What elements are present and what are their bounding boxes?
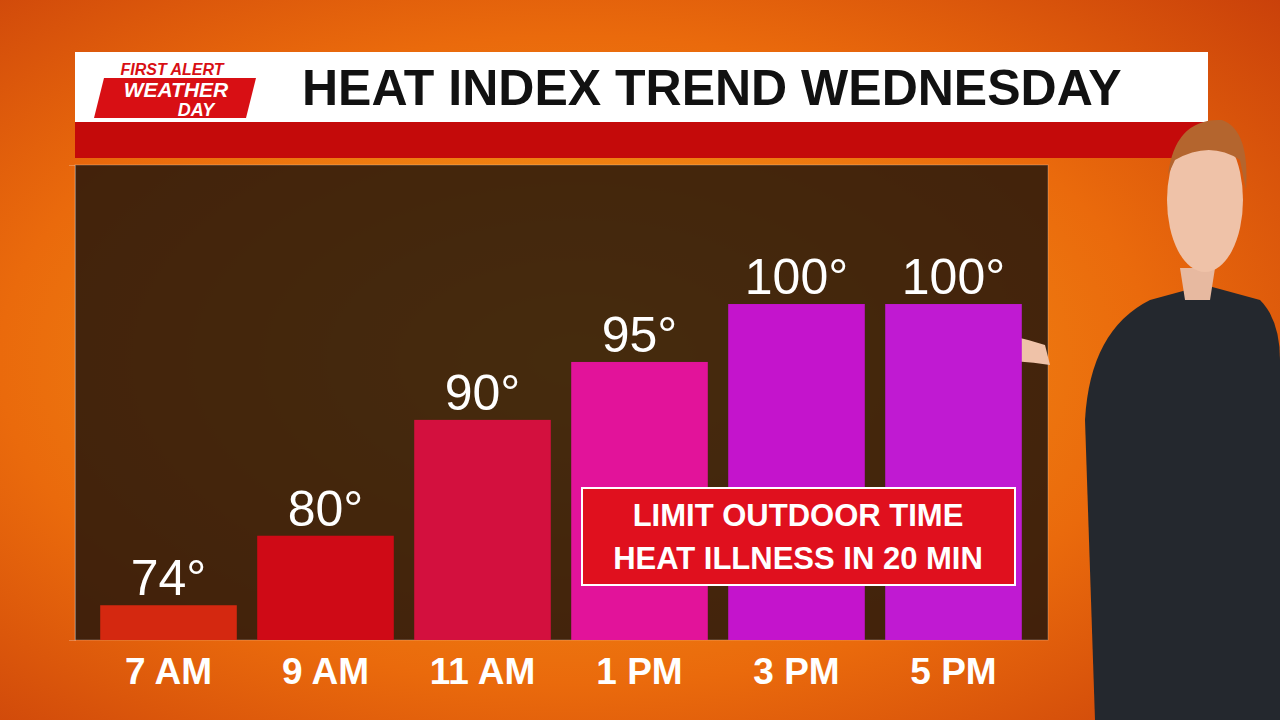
x-axis-line	[91, 640, 1033, 641]
background	[0, 0, 1280, 720]
presenter-hair	[1168, 120, 1247, 190]
chart-title: HEAT INDEX TREND WEDNESDAY	[302, 60, 1122, 116]
header-strip	[75, 122, 1208, 158]
bars	[100, 304, 1022, 640]
bar	[100, 605, 237, 640]
x-tick-label: 11 AM	[430, 651, 536, 692]
x-tick: 5 PM	[910, 640, 996, 692]
x-tick: 3 PM	[753, 640, 839, 692]
plot-frame	[75, 165, 1048, 640]
data-label: 100°	[745, 249, 848, 305]
x-tick-label: 1 PM	[596, 651, 682, 692]
bar	[257, 536, 394, 640]
x-tick-label: 3 PM	[753, 651, 839, 692]
logo-text: FIRST ALERT	[120, 61, 224, 78]
presenter-neck	[1180, 268, 1215, 300]
annotation-text: LIMIT OUTDOOR TIME	[633, 498, 964, 533]
x-tick: 1 PM	[596, 640, 682, 692]
x-axis: 7 AM 9 AM 11 AM 1 PM 3 PM 5 PM	[91, 640, 1033, 692]
y-axis	[69, 166, 76, 641]
data-label: 80°	[288, 481, 364, 537]
presenter-suit	[1085, 285, 1280, 720]
canvas: FIRST ALERTWEATHERDAY HEAT INDEX TREND WE…	[0, 0, 1280, 720]
x-tick-label: 9 AM	[282, 651, 369, 692]
data-label: 90°	[445, 365, 521, 421]
bar	[728, 304, 865, 640]
x-tick-label: 7 AM	[125, 651, 212, 692]
annotation-text: HEAT ILLNESS IN 20 MIN	[613, 541, 983, 576]
bar	[414, 420, 551, 640]
logo-badge	[94, 78, 256, 118]
x-tick: 7 AM	[125, 640, 212, 692]
data-label: 95°	[602, 307, 678, 363]
x-tick: 9 AM	[282, 640, 369, 692]
data-label: 74°	[131, 550, 207, 606]
logo-text: DAY	[178, 100, 217, 120]
annotation-box	[582, 488, 1015, 585]
logo-text: WEATHER	[124, 78, 229, 101]
data-labels: 74° 80° 90° 95° 100° 100°	[131, 249, 1006, 606]
header-banner	[75, 52, 1208, 122]
bar	[885, 304, 1022, 640]
x-tick-label: 5 PM	[910, 651, 996, 692]
annotation: LIMIT OUTDOOR TIME HEAT ILLNESS IN 20 MIN	[582, 488, 1015, 585]
logo: FIRST ALERTWEATHERDAY	[94, 61, 256, 120]
y-axis-line	[69, 166, 76, 641]
data-label: 100°	[902, 249, 1005, 305]
x-tick: 11 AM	[430, 640, 536, 692]
